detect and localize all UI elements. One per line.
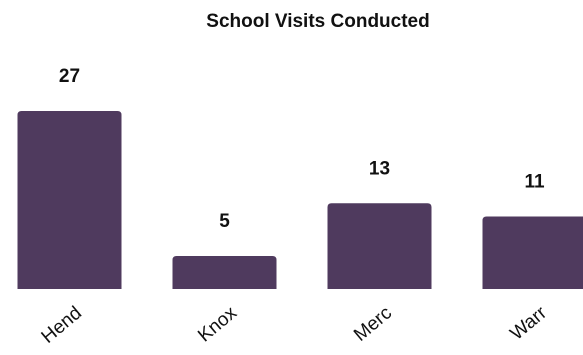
value-label-warr: 11: [524, 171, 545, 192]
x-tick-label-hend: Hend: [38, 303, 86, 348]
x-tick-label-warr: Warr: [506, 302, 551, 345]
value-label-knox: 5: [219, 211, 230, 232]
x-tick-label-knox: Knox: [194, 302, 241, 346]
bar-merc: [327, 203, 432, 289]
value-label-hend: 27: [59, 66, 80, 87]
bar-knox: [172, 256, 277, 289]
value-label-merc: 13: [369, 158, 390, 179]
bars-layer: [17, 111, 583, 289]
bar-hend: [17, 111, 122, 289]
value-labels-layer: 27 5 13 11: [59, 66, 545, 232]
bar-warr: [482, 216, 583, 289]
chart-title: School Visits Conducted: [206, 11, 429, 32]
x-tick-label-merc: Merc: [350, 303, 396, 346]
x-axis-tick-labels: Hend Knox Merc Warr: [38, 302, 552, 348]
